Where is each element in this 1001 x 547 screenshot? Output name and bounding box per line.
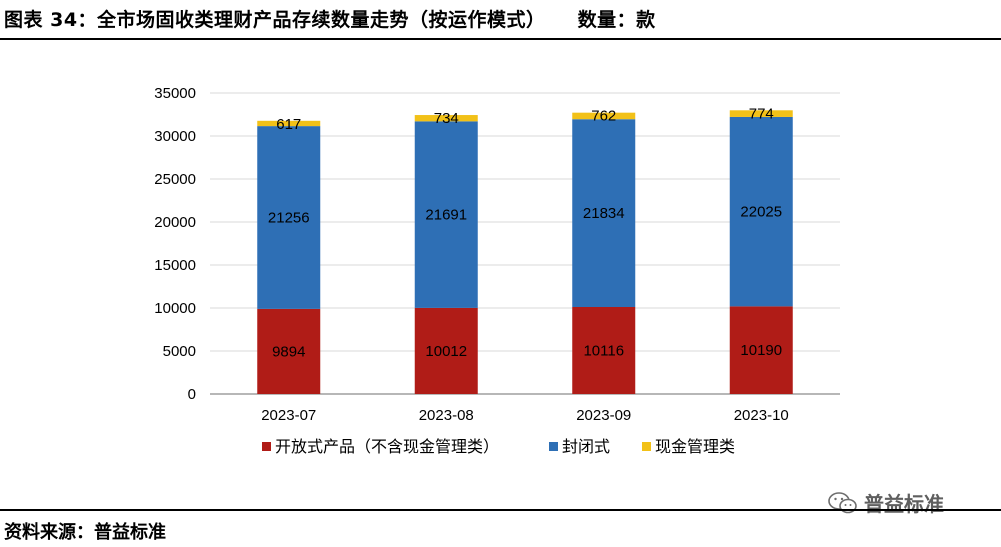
bar-segment-closed (414, 121, 478, 308)
bar-segment-open (257, 308, 321, 394)
y-tick-label: 5000 (163, 343, 196, 360)
wechat-icon (828, 491, 857, 513)
watermark-text: 普益标准 (864, 492, 944, 516)
y-tick-label: 10000 (154, 300, 196, 317)
legend-swatch-closed (549, 442, 558, 451)
y-tick-label: 20000 (154, 214, 196, 231)
data-label: 10190 (740, 342, 782, 359)
bar-segment-cash (257, 120, 321, 127)
bar-segment-closed (257, 126, 321, 309)
bar-segment-open (572, 307, 636, 394)
data-label: 21834 (583, 205, 625, 222)
data-label: 10012 (425, 343, 467, 360)
y-tick-label: 0 (188, 386, 196, 403)
data-label: 774 (749, 105, 774, 122)
chart-title-text: 图表 34：全市场固收类理财产品存续数量走势（按运作模式） (4, 9, 546, 31)
y-tick-label: 15000 (154, 257, 196, 274)
x-tick-label: 2023-10 (734, 407, 789, 424)
data-label: 22025 (740, 204, 782, 221)
chart-title: 图表 34：全市场固收类理财产品存续数量走势（按运作模式） 数量：款 (4, 5, 656, 32)
watermark: 普益标准 (828, 488, 944, 517)
stacked-bar-chart: 0 5000 10000 15000 20000 25000 30000 35000 9894 2… (154, 85, 840, 456)
bar-segment-cash (414, 115, 478, 122)
bar-segment-closed (729, 116, 793, 307)
bar-segment-closed (572, 119, 636, 308)
bottom-rule (0, 509, 1001, 511)
bar-segment-cash (572, 112, 636, 120)
legend-label: 开放式产品（不含现金管理类） (275, 437, 499, 456)
y-tick-label: 35000 (154, 85, 196, 102)
legend-label: 封闭式 (562, 437, 610, 456)
legend-swatch-cash (642, 442, 651, 451)
top-rule (0, 38, 1001, 40)
data-label: 617 (276, 116, 301, 133)
bar-segment-open (414, 307, 478, 394)
x-tick-label: 2023-09 (576, 407, 631, 424)
bar-segment-cash (729, 110, 793, 117)
source-note: 资料来源：普益标准 (4, 522, 166, 543)
legend-swatch-open (262, 442, 271, 451)
data-label: 734 (434, 110, 459, 127)
y-tick-label: 30000 (154, 128, 196, 145)
y-tick-label: 25000 (154, 171, 196, 188)
data-label: 762 (591, 108, 616, 125)
data-label: 21256 (268, 210, 310, 227)
data-label: 10116 (583, 343, 624, 360)
bar-segment-open (729, 306, 793, 394)
legend-label: 现金管理类 (655, 437, 735, 456)
x-tick-label: 2023-08 (419, 407, 474, 424)
unit-label: 数量：款 (577, 9, 656, 31)
data-label: 21691 (425, 207, 467, 224)
x-tick-label: 2023-07 (261, 407, 316, 424)
data-label: 9894 (272, 343, 305, 360)
